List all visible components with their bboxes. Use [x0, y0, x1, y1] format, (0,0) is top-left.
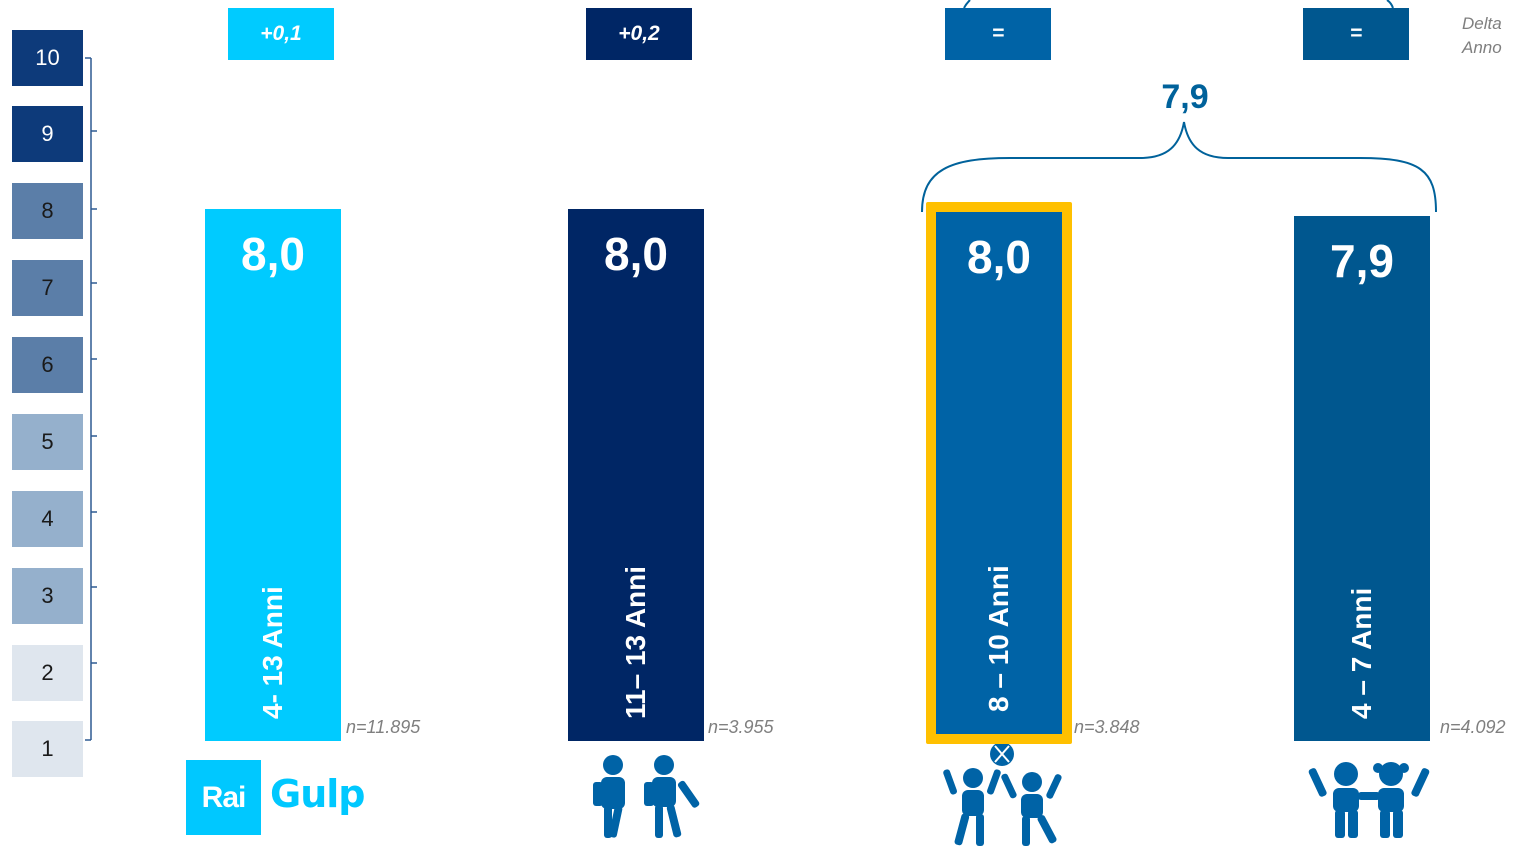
- group-brace: [921, 121, 1437, 213]
- gulp-logo-text: Gulp: [270, 772, 365, 816]
- small-children-icon: [1308, 762, 1430, 838]
- group-value-label: 7,9: [1161, 78, 1209, 116]
- rai-logo-box: Rai: [186, 760, 261, 835]
- delta-caption: Delta Anno: [1462, 12, 1502, 60]
- rai-gulp-logo: Rai Gulp: [186, 760, 368, 835]
- bar-value-label: 8,0: [967, 231, 1031, 283]
- delta-badge-11-13: +0,2: [586, 8, 692, 60]
- scale-level-9: 9: [12, 106, 83, 162]
- top-brace-right-edge: [1386, 0, 1394, 9]
- bar-category-label: 4- 13 Anni: [257, 586, 288, 719]
- delta-badge-4-7: =: [1303, 8, 1409, 60]
- sample-size-4-7: n=4.092: [1440, 717, 1506, 737]
- bar-4-7-anni: 7,9 4 – 7 Anni: [1294, 215, 1430, 741]
- sample-size-8-10: n=3.848: [1074, 717, 1140, 737]
- scale-level-6: 6: [12, 337, 83, 393]
- sample-size-11-13: n=3.955: [708, 717, 774, 737]
- bar-value-label: 8,0: [241, 228, 305, 280]
- bar-category-label: 8 – 10 Anni: [983, 565, 1014, 712]
- bar-value-label: 8,0: [604, 228, 668, 280]
- scale-level-1: 1: [12, 721, 83, 777]
- scale-level-3: 3: [12, 568, 83, 624]
- delta-badge-8-10: =: [945, 8, 1051, 60]
- top-brace-left-edge: [963, 0, 971, 9]
- bar-11-13-anni: 8,0 11– 13 Anni: [568, 209, 704, 741]
- scale-level-4: 4: [12, 491, 83, 547]
- bar-8-10-anni: 8,0 8 – 10 Anni: [926, 202, 1072, 744]
- scale-level-5: 5: [12, 414, 83, 470]
- bar-value-label: 7,9: [1330, 234, 1394, 287]
- bar-category-label: 4 – 7 Anni: [1346, 587, 1377, 719]
- delta-badge-4-13: +0,1: [228, 8, 334, 60]
- kids-playing-ball-icon: [943, 742, 1062, 846]
- scale-level-2: 2: [12, 645, 83, 701]
- scale-level-8: 8: [12, 183, 83, 239]
- sample-size-4-13: n=11.895: [346, 717, 421, 737]
- delta-caption-line1: Delta: [1462, 14, 1502, 33]
- scale-axis: [85, 57, 97, 741]
- students-icon: [593, 755, 700, 838]
- bar-4-13-anni: 8,0 4- 13 Anni: [205, 209, 341, 741]
- scale-level-10: 10: [12, 30, 83, 86]
- bar-category-label: 11– 13 Anni: [620, 565, 651, 719]
- scale-level-7: 7: [12, 260, 83, 316]
- delta-caption-line2: Anno: [1462, 38, 1502, 57]
